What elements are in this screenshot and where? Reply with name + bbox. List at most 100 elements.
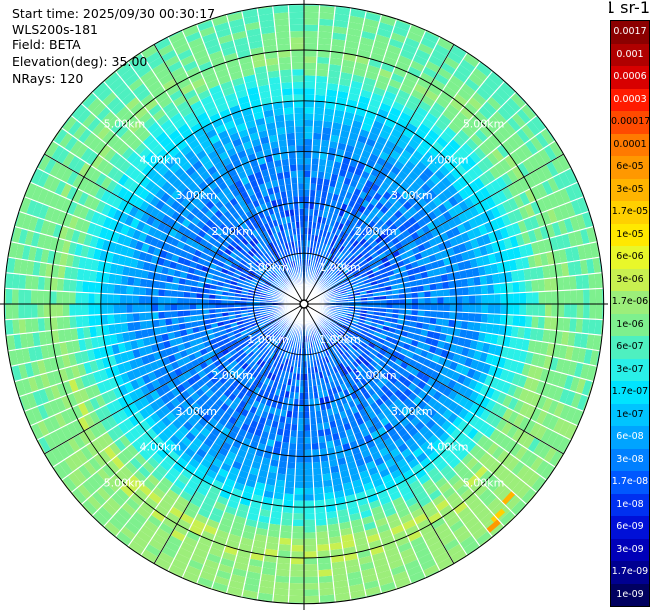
range-gate bbox=[162, 517, 177, 530]
range-gate bbox=[478, 142, 492, 156]
range-gate bbox=[453, 271, 461, 280]
range-gate bbox=[415, 321, 424, 329]
range-gate bbox=[304, 583, 319, 590]
range-gate bbox=[328, 269, 334, 276]
range-gate bbox=[473, 321, 481, 332]
range-gate bbox=[485, 208, 496, 222]
range-gate bbox=[312, 221, 317, 229]
range-gate bbox=[481, 254, 491, 266]
range-gate bbox=[177, 473, 190, 486]
range-gate bbox=[551, 433, 565, 450]
range-gate bbox=[442, 386, 453, 398]
range-gate bbox=[499, 314, 507, 325]
range-gate bbox=[386, 347, 395, 355]
range-gate bbox=[295, 475, 304, 482]
range-gate bbox=[228, 430, 238, 440]
range-gate bbox=[345, 428, 355, 437]
range-gate bbox=[337, 457, 347, 466]
range-gate bbox=[333, 438, 342, 447]
range-gate bbox=[452, 151, 465, 164]
range-gate bbox=[353, 485, 365, 495]
range-gate bbox=[459, 106, 474, 120]
range-gate bbox=[496, 189, 508, 203]
range-gate bbox=[451, 335, 460, 345]
range-gate bbox=[347, 571, 363, 580]
range-gate bbox=[342, 232, 349, 240]
range-gate bbox=[466, 229, 476, 240]
range-gate bbox=[164, 455, 177, 467]
range-gate bbox=[183, 485, 197, 497]
range-gate bbox=[375, 341, 384, 349]
range-gate bbox=[558, 344, 568, 359]
range-gate bbox=[420, 349, 429, 358]
range-gate bbox=[165, 282, 173, 291]
range-gate bbox=[289, 436, 297, 444]
range-gate bbox=[12, 319, 20, 335]
range-gate bbox=[394, 20, 411, 32]
range-gate bbox=[474, 447, 487, 461]
range-gate bbox=[540, 252, 549, 266]
range-gate bbox=[529, 170, 542, 186]
range-gate bbox=[392, 299, 400, 304]
range-gate bbox=[332, 328, 339, 334]
range-gate bbox=[457, 465, 471, 479]
range-gate bbox=[243, 485, 255, 495]
range-gate bbox=[469, 443, 482, 457]
range-gate bbox=[452, 215, 463, 226]
range-gate bbox=[343, 268, 351, 275]
range-gate bbox=[438, 431, 451, 443]
range-gate bbox=[557, 219, 568, 235]
range-gate bbox=[461, 452, 474, 466]
range-gate bbox=[411, 507, 425, 519]
range-gate bbox=[391, 313, 399, 319]
range-gate bbox=[272, 338, 278, 346]
range-gate bbox=[317, 209, 324, 217]
range-gate bbox=[565, 185, 577, 202]
range-gate bbox=[344, 40, 359, 50]
range-gate bbox=[418, 122, 431, 135]
range-gate bbox=[327, 348, 333, 355]
range-gate bbox=[522, 434, 535, 449]
range-gate bbox=[464, 516, 480, 530]
range-gate bbox=[518, 315, 526, 327]
range-gate bbox=[227, 384, 237, 393]
range-gate bbox=[291, 379, 296, 387]
range-gate bbox=[348, 244, 355, 252]
range-gate bbox=[315, 75, 328, 83]
range-gate bbox=[107, 304, 114, 315]
range-gate bbox=[386, 253, 395, 261]
range-gate bbox=[470, 238, 479, 249]
range-gate bbox=[446, 491, 460, 505]
range-gate bbox=[506, 117, 521, 132]
range-gate bbox=[349, 512, 362, 522]
range-gate bbox=[492, 273, 500, 284]
range-gate bbox=[304, 456, 313, 463]
range-gate bbox=[325, 369, 332, 377]
range-gate bbox=[141, 549, 158, 563]
range-gate bbox=[370, 359, 378, 368]
range-gate bbox=[304, 202, 310, 209]
range-gate bbox=[480, 199, 491, 212]
range-gate bbox=[453, 554, 468, 564]
range-gate bbox=[380, 581, 397, 593]
range-gate bbox=[371, 215, 381, 224]
range-gate bbox=[340, 328, 347, 334]
range-gate bbox=[335, 181, 344, 190]
range-gate bbox=[518, 177, 531, 192]
range-gate bbox=[229, 466, 241, 476]
range-gate bbox=[314, 499, 326, 507]
range-gate bbox=[308, 215, 314, 222]
range-gate bbox=[436, 373, 446, 384]
range-gate bbox=[310, 430, 318, 438]
range-gate bbox=[356, 324, 364, 330]
range-gate bbox=[164, 311, 172, 319]
range-gate bbox=[332, 477, 343, 486]
range-gate bbox=[346, 564, 361, 574]
range-gate bbox=[456, 530, 472, 544]
range-gate bbox=[511, 222, 522, 235]
range-gate bbox=[442, 199, 453, 211]
range-gate bbox=[332, 249, 339, 256]
range-gate bbox=[341, 265, 349, 272]
range-gate bbox=[573, 230, 584, 246]
range-gate bbox=[322, 120, 333, 129]
